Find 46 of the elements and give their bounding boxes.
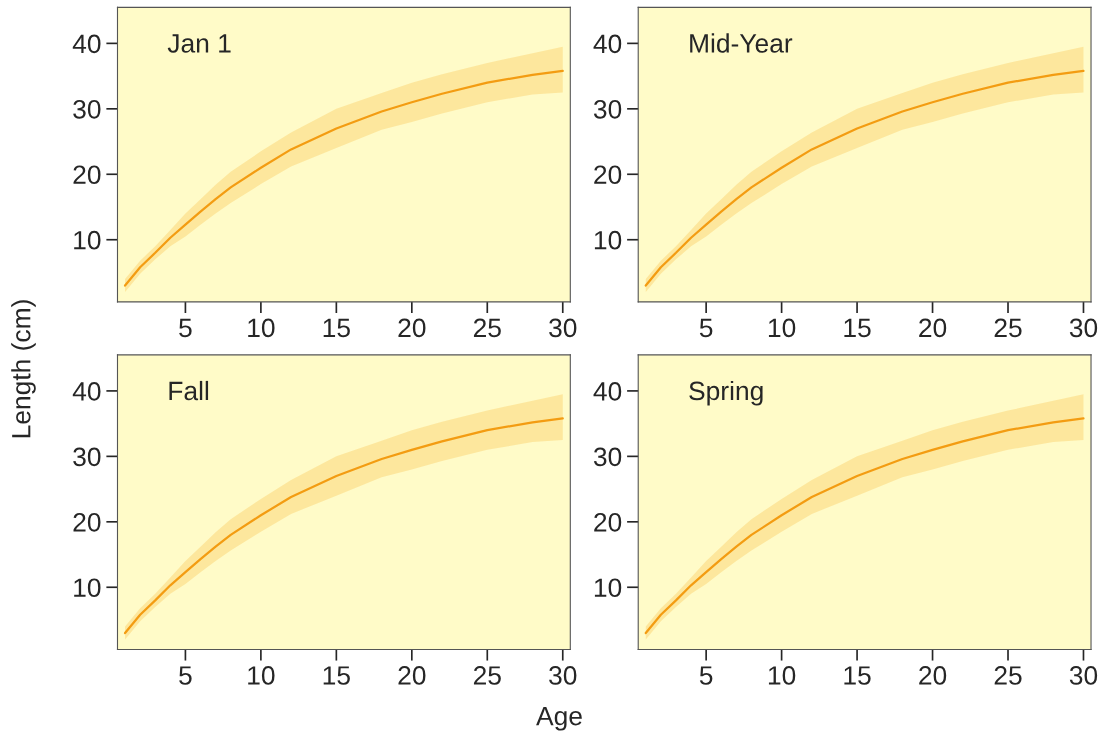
x-axis-title: Age: [536, 706, 582, 731]
text: Spring: [689, 380, 763, 406]
y-tick-label: 10: [74, 230, 101, 250]
x-tick-label: 25: [473, 666, 501, 685]
y-tick-label: 40: [72, 382, 101, 401]
x-tick-label: 10: [768, 666, 796, 685]
x-tick-label: 15: [844, 666, 871, 685]
y-tick-label: 10: [74, 578, 101, 598]
y-tick-label: 20: [73, 512, 101, 532]
x-tick-label: 15: [844, 318, 871, 338]
x-tick-label: 15: [323, 318, 350, 338]
x-tick-label: 20: [398, 666, 426, 685]
y-tick-label: 30: [593, 447, 622, 467]
x-tick-label: 10: [768, 318, 796, 338]
x-tick-label: 30: [549, 666, 577, 685]
x-tick-label: 5: [179, 666, 192, 685]
x-tick-label: 15: [323, 666, 350, 685]
y-tick-label: 10: [594, 578, 622, 598]
x-tick-label: 20: [919, 666, 947, 685]
x-tick-label: 5: [699, 318, 713, 338]
y-tick-label: 20: [73, 165, 101, 185]
x-tick-label: 5: [699, 666, 713, 685]
y-axis-title: Length (cm): [11, 300, 36, 438]
y-tick-label: 10: [594, 230, 622, 250]
x-tick-label: 10: [248, 666, 275, 685]
y-tick-label: 20: [594, 165, 622, 185]
x-tick-label: 10: [248, 318, 275, 338]
y-tick-label: 30: [73, 447, 101, 467]
x-tick-label: 25: [473, 318, 501, 338]
y-tick-label: 30: [73, 99, 101, 119]
x-tick-label: 30: [1069, 666, 1098, 685]
x-tick-label: 5: [179, 318, 192, 338]
x-tick-label: 30: [1069, 318, 1098, 338]
y-tick-label: 20: [594, 512, 622, 532]
y-tick-label: 40: [593, 382, 622, 401]
y-tick-label: 40: [593, 34, 622, 54]
text: Jan 1: [167, 34, 231, 53]
text: Fall: [169, 380, 209, 401]
x-tick-label: 20: [919, 318, 947, 338]
x-tick-label: 30: [549, 318, 577, 338]
x-tick-label: 25: [994, 666, 1022, 685]
y-tick-label: 30: [593, 99, 622, 119]
text: Mid-Year: [690, 33, 793, 53]
y-tick-label: 40: [72, 34, 101, 54]
x-tick-label: 20: [398, 318, 426, 338]
x-tick-label: 25: [994, 318, 1022, 338]
